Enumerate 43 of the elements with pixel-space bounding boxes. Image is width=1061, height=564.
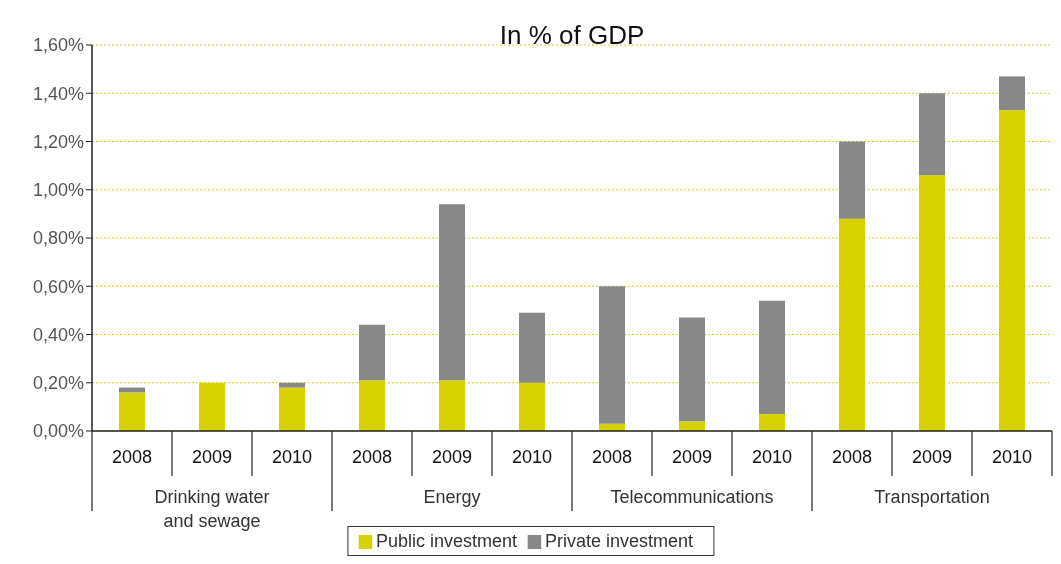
x-tick-label: 2008	[111, 447, 153, 467]
text: Telecommunications	[610, 487, 774, 507]
bar	[519, 382, 545, 431]
y-tick-label: 0,60%	[32, 276, 84, 297]
bar	[279, 387, 305, 431]
x-tick-label: 2009	[671, 447, 713, 467]
x-tick-label: 2009	[191, 447, 233, 467]
legend-label: Private investment	[545, 531, 694, 551]
bar	[119, 392, 145, 431]
bar	[759, 300, 785, 415]
x-tick-label: 2010	[511, 447, 553, 467]
legend-label: Public investment	[375, 531, 518, 551]
bar	[599, 286, 625, 424]
y-tick-label: 1,20%	[32, 131, 84, 152]
y-tick-label: 1,60%	[32, 35, 84, 56]
x-tick-label: 2010	[991, 447, 1033, 467]
y-tick-label: 0,40%	[32, 324, 84, 345]
bar	[279, 382, 305, 388]
y-tick-label: 0,80%	[32, 228, 84, 249]
y-tick-label: 0,00%	[32, 421, 84, 442]
x-tick-label: 2008	[831, 447, 873, 467]
bar	[679, 317, 705, 422]
y-tick-label: 1,40%	[32, 83, 84, 104]
y-tick-label: 0,20%	[32, 373, 84, 394]
bar	[519, 312, 545, 383]
bar	[839, 141, 865, 219]
bar	[679, 421, 705, 431]
x-tick-label: 2008	[591, 447, 633, 467]
text: Energy	[423, 487, 481, 507]
chart-title: In % of GDP	[498, 20, 646, 51]
bar	[759, 414, 785, 431]
x-tick-label: 2010	[271, 447, 313, 467]
x-tick-label: 2008	[351, 447, 393, 467]
bar	[439, 204, 465, 381]
x-tick-label: 2010	[751, 447, 793, 467]
x-tick-label: 2009	[911, 447, 953, 467]
bar	[919, 93, 945, 176]
y-tick-label: 1,00%	[32, 180, 84, 201]
text: Transportation	[874, 487, 990, 507]
text: Drinking water and sewage	[154, 487, 270, 531]
bar	[999, 76, 1025, 111]
x-tick-label: 2009	[431, 447, 473, 467]
bar	[359, 324, 385, 381]
